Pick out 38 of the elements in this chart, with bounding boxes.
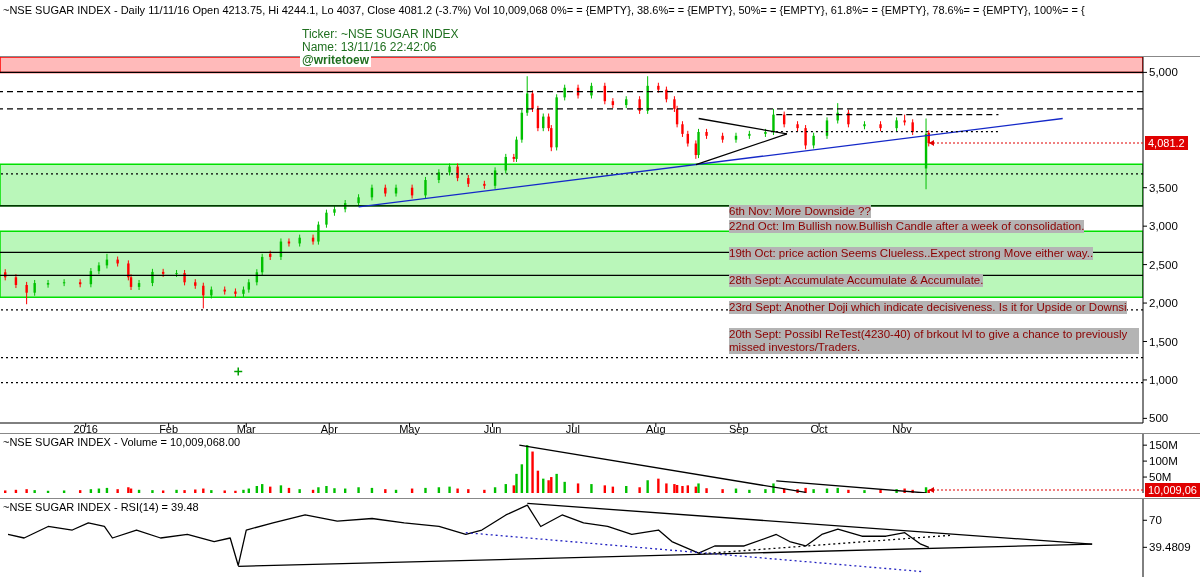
x-tick-label: 2016 — [73, 422, 98, 435]
y-tick-label: 2,000 — [1149, 297, 1178, 310]
y-tick-label: 500 — [1149, 412, 1169, 425]
annotation: 23rd Sept: Another Doji which indicate decisiveness. Is it for Upside or Downsi — [729, 301, 1127, 314]
y-tick-label: 5,000 — [1149, 66, 1178, 79]
y-tick-label: 3,000 — [1149, 220, 1178, 233]
y-tick-label: 39.4809 — [1149, 541, 1191, 554]
x-tick-label: Nov — [892, 422, 913, 435]
chart-title: ~NSE SUGAR INDEX - Volume = 10,009,068.00 — [3, 436, 241, 448]
annotation: 22nd Oct: Im Bullish now.Bullish Candle after a week of consolidation. — [729, 220, 1085, 233]
annotation: 20th Sept: Possibl ReTest(4230-40) of brkout lvl to give a chance to previously missed investors/Traders. — [729, 328, 1139, 354]
annotation: @writetoew — [300, 53, 372, 67]
y-tick-label: 150M — [1149, 439, 1178, 452]
annotation: 4,081.2 — [1145, 136, 1188, 151]
x-tick-label: Jul — [565, 422, 580, 435]
y-tick-label: 100M — [1149, 455, 1178, 468]
y-tick-label: 1,000 — [1149, 374, 1178, 387]
annotation: 10,009,06 — [1145, 482, 1200, 497]
annotation: 19th Oct: price action Seems Clueless..Expect strong Move either way.. — [729, 247, 1094, 260]
x-tick-label: Aug — [646, 422, 666, 435]
text: Name: 13/11/16 22:42:06 — [301, 40, 438, 54]
y-tick-label: 1,500 — [1149, 335, 1178, 348]
y-tick-label: 2,500 — [1149, 258, 1178, 271]
chart-title: ~NSE SUGAR INDEX - RSI(14) = 39.48 — [3, 501, 199, 513]
text: Ticker: ~NSE SUGAR INDEX — [301, 27, 460, 41]
x-tick-label: Apr — [320, 422, 339, 435]
x-tick-label: Sep — [729, 422, 749, 435]
x-tick-label: Feb — [159, 422, 179, 435]
chart-title: ~NSE SUGAR INDEX - Daily 11/11/16 Open 4213.75, Hi 4244.1, Lo 4037, Close 4081.2 (-3.7%) Vol 10,009,068 0%= = {EMPTY}, 38.6%= = {EMPTY}, 50%= = {EMPTY}, 61.8%= = {EMPTY}, 78.6%= = {EMPTY}, 100%= = { — [3, 4, 1085, 16]
x-tick-label: May — [399, 422, 421, 435]
annotation: 28th Sept: Accumulate Accumulate & Accumulate. — [729, 274, 984, 287]
annotation: 6th Nov: More Downside ?? — [729, 205, 871, 218]
x-tick-label: Oct — [810, 422, 828, 435]
x-tick-label: Jun — [483, 422, 502, 435]
y-tick-label: 3,500 — [1149, 181, 1178, 194]
x-tick-label: Mar — [236, 422, 257, 435]
y-tick-label: 50M — [1149, 471, 1172, 484]
y-tick-label: 70 — [1149, 514, 1162, 527]
